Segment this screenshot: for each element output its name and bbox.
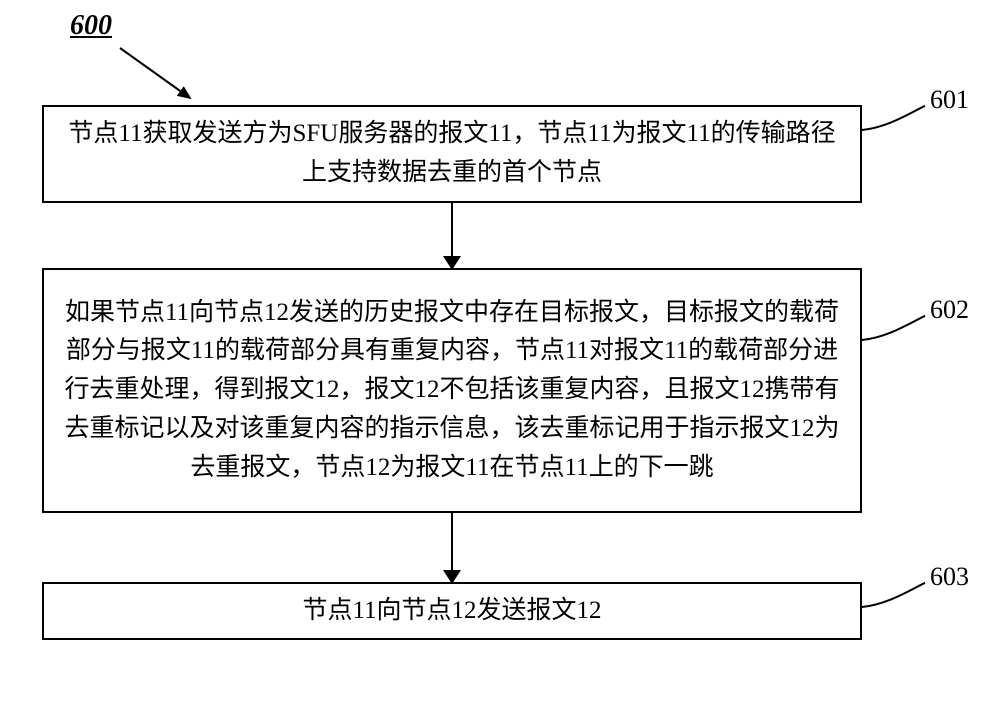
flow-connector xyxy=(451,203,453,258)
flow-step-number: 603 xyxy=(930,562,969,592)
figure-label: 600 xyxy=(70,10,112,42)
flow-step-number: 602 xyxy=(930,295,969,325)
flow-step-text: 节点11向节点12发送报文12 xyxy=(302,592,601,631)
flow-step-box: 节点11获取发送方为SFU服务器的报文11，节点11为报文11的传输路径上支持数… xyxy=(42,105,862,203)
flow-step-box: 如果节点11向节点12发送的历史报文中存在目标报文，目标报文的载荷部分与报文11… xyxy=(42,268,862,513)
flow-step-box: 节点11向节点12发送报文12 xyxy=(42,582,862,640)
flow-connector xyxy=(451,513,453,572)
flowchart-canvas: 600 节点11获取发送方为SFU服务器的报文11，节点11为报文11的传输路径上… xyxy=(0,0,1000,710)
flow-step-text: 节点11获取发送方为SFU服务器的报文11，节点11为报文11的传输路径上支持数… xyxy=(64,115,840,193)
flow-step-number: 601 xyxy=(930,85,969,115)
flow-connector-arrowhead xyxy=(443,256,461,270)
flow-connector-arrowhead xyxy=(443,570,461,584)
flow-step-text: 如果节点11向节点12发送的历史报文中存在目标报文，目标报文的载荷部分与报文11… xyxy=(64,294,840,488)
